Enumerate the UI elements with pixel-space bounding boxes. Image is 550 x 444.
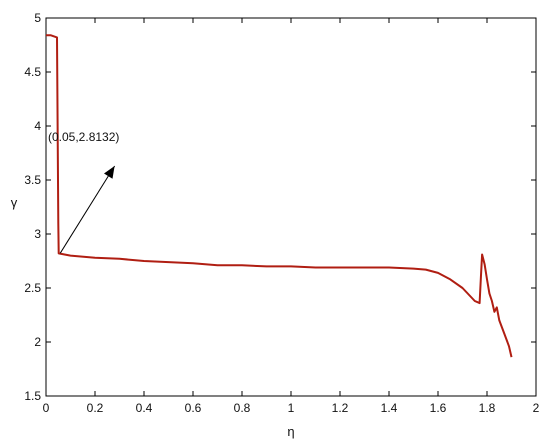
x-axis-label: η [287, 424, 294, 439]
y-axis: 1.5 2 2.5 3 3.5 4 4.5 5 [24, 11, 536, 403]
x-tick-label: 1.2 [332, 401, 349, 415]
x-tick-label: 0.8 [234, 401, 251, 415]
x-tick-label: 1.4 [381, 401, 398, 415]
x-tick-label: 0.2 [87, 401, 104, 415]
x-tick-label: 1.8 [479, 401, 496, 415]
annotation-arrow [59, 165, 116, 254]
y-tick-label: 3.5 [24, 173, 41, 187]
x-tick-label: 2 [533, 401, 540, 415]
x-tick-label: 1 [288, 401, 295, 415]
y-tick-label: 5 [34, 11, 41, 25]
series-line [46, 34, 513, 358]
x-tick-label: 0.4 [136, 401, 153, 415]
x-tick-label: 0.6 [185, 401, 202, 415]
y-tick-label: 2 [34, 335, 41, 349]
y-tick-label: 4.5 [24, 65, 41, 79]
annotation-arrowhead [104, 165, 115, 179]
plot-area [45, 17, 537, 397]
annotation-layer: (0.05,2.8132) [48, 130, 119, 254]
y-tick-label: 4 [34, 119, 41, 133]
annotation-label: (0.05,2.8132) [48, 130, 119, 144]
x-tick-label: 0 [43, 401, 50, 415]
x-axis: 0 0.2 0.4 0.6 0.8 1 1.2 1.4 1.6 1.8 2 [43, 18, 540, 415]
y-tick-label: 3 [34, 227, 41, 241]
y-axis-label: γ [11, 195, 18, 210]
series-layer [46, 34, 513, 358]
y-tick-label: 1.5 [24, 389, 41, 403]
x-tick-label: 1.6 [430, 401, 447, 415]
y-tick-label: 2.5 [24, 281, 41, 295]
